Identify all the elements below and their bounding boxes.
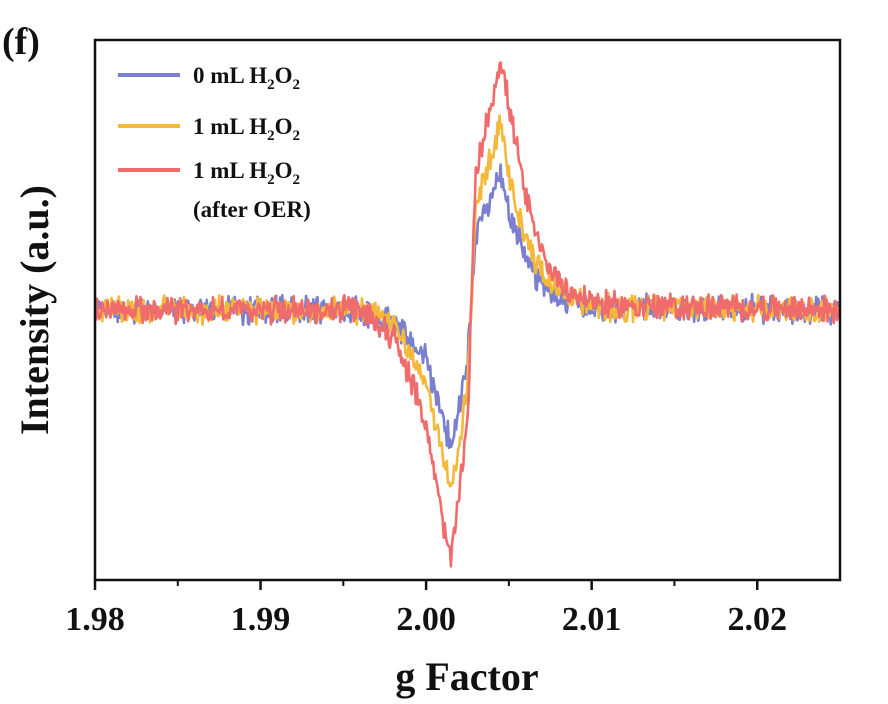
x-tick-label-4: 2.02 bbox=[727, 601, 787, 638]
legend-label-0: 0 mL H2O2 bbox=[193, 63, 300, 93]
x-tick-label-0: 1.98 bbox=[65, 601, 125, 638]
x-tick-label-2: 2.00 bbox=[396, 601, 456, 638]
x-tick-label-3: 2.01 bbox=[562, 601, 622, 638]
plot-area bbox=[93, 38, 842, 582]
panel-label: (f) bbox=[2, 21, 40, 63]
series-line-2 bbox=[93, 61, 842, 568]
legend-label-extra-2: (after OER) bbox=[193, 197, 311, 222]
series-layer bbox=[93, 61, 842, 568]
legend-label-2: 1 mL H2O2 bbox=[193, 158, 300, 188]
legend-label-1: 1 mL H2O2 bbox=[193, 114, 300, 144]
x-axis-tick-labels: 1.98 1.99 2.00 2.01 2.02 bbox=[65, 601, 787, 638]
y-axis-title: Intensity (a.u.) bbox=[12, 185, 57, 435]
x-tick-label-1: 1.99 bbox=[231, 601, 291, 638]
x-axis-ticks bbox=[93, 580, 759, 590]
plot-frame bbox=[93, 38, 842, 582]
x-axis-title: g Factor bbox=[395, 654, 538, 699]
legend: 0 mL H2O2 1 mL H2O2 1 mL H2O2 (after OER) bbox=[118, 63, 311, 222]
